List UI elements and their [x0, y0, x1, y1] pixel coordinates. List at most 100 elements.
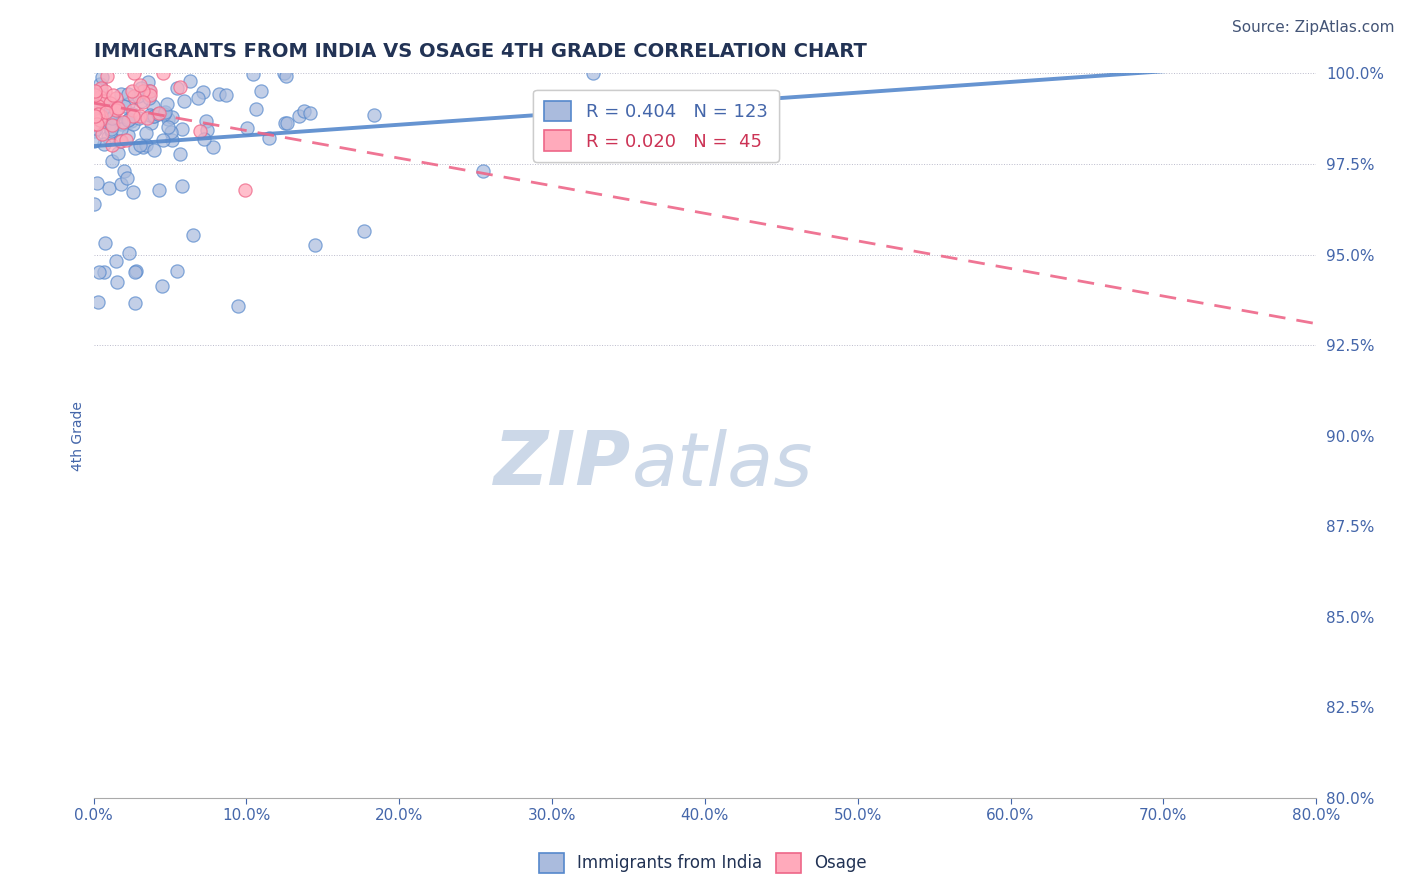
Point	[93, 94, 115, 108]
Point	[117, 128, 139, 142]
Point	[120, 114, 142, 128]
Point	[87, 294, 110, 309]
Point	[139, 87, 162, 102]
Point	[112, 164, 135, 178]
Point	[100, 121, 122, 136]
Point	[121, 84, 143, 98]
Point	[273, 66, 295, 80]
Point	[124, 265, 146, 279]
Point	[86, 105, 108, 120]
Point	[155, 96, 177, 111]
Point	[110, 117, 132, 131]
Point	[242, 67, 264, 81]
Point	[94, 115, 117, 129]
Point	[100, 107, 122, 121]
Point	[84, 114, 107, 128]
Point	[273, 116, 295, 130]
Point	[226, 299, 249, 313]
Point	[148, 105, 170, 120]
Point	[98, 99, 121, 113]
Point	[233, 184, 256, 198]
Point	[139, 108, 162, 122]
Point	[104, 253, 127, 268]
Point	[124, 66, 146, 80]
Point	[135, 126, 157, 140]
Point	[152, 132, 174, 146]
Point	[472, 164, 495, 178]
Point	[110, 134, 132, 148]
Point	[125, 264, 148, 278]
Point	[124, 296, 146, 310]
Point	[582, 66, 605, 80]
Point	[114, 133, 136, 147]
Point	[186, 90, 208, 104]
Point	[83, 87, 105, 101]
Point	[250, 84, 273, 98]
Point	[160, 125, 183, 139]
Point	[110, 177, 132, 191]
Point	[170, 178, 193, 193]
Point	[83, 124, 105, 138]
Point	[118, 245, 141, 260]
Point	[363, 108, 385, 122]
Point	[138, 91, 160, 105]
Point	[353, 224, 375, 238]
Point	[110, 87, 132, 101]
Point	[83, 134, 105, 148]
Point	[118, 112, 141, 126]
Point	[89, 265, 111, 279]
Point	[152, 66, 174, 80]
Point	[91, 70, 114, 85]
Text: Source: ZipAtlas.com: Source: ZipAtlas.com	[1232, 20, 1395, 35]
Point	[135, 137, 157, 152]
Point	[86, 99, 108, 113]
Point	[132, 84, 155, 98]
Point	[96, 69, 118, 83]
Point	[131, 95, 153, 110]
Point	[141, 99, 163, 113]
Point	[143, 109, 166, 123]
Point	[84, 84, 107, 98]
Point	[91, 99, 114, 113]
Point	[288, 108, 311, 122]
Text: ZIP: ZIP	[495, 428, 631, 501]
Point	[100, 154, 122, 169]
Text: IMMIGRANTS FROM INDIA VS OSAGE 4TH GRADE CORRELATION CHART: IMMIGRANTS FROM INDIA VS OSAGE 4TH GRADE…	[94, 42, 866, 61]
Point	[104, 103, 127, 117]
Point	[86, 176, 108, 190]
Point	[83, 99, 105, 113]
Point	[87, 115, 110, 129]
Point	[236, 121, 259, 136]
Point	[101, 111, 124, 125]
Point	[105, 275, 128, 289]
Point	[122, 117, 145, 131]
Point	[100, 111, 122, 125]
Point	[136, 75, 159, 89]
Point	[107, 101, 129, 115]
Point	[91, 127, 114, 141]
Point	[98, 96, 121, 111]
Point	[208, 87, 231, 102]
Point	[197, 123, 219, 137]
Point	[83, 117, 105, 131]
Point	[110, 135, 132, 149]
Point	[245, 102, 267, 116]
Point	[117, 87, 139, 101]
Point	[188, 124, 211, 138]
Point	[304, 237, 326, 252]
Point	[90, 105, 112, 120]
Point	[122, 107, 145, 121]
Point	[121, 109, 143, 123]
Point	[94, 84, 117, 98]
Point	[107, 146, 129, 161]
Point	[191, 86, 214, 100]
Point	[87, 107, 110, 121]
Point	[142, 109, 165, 123]
Point	[84, 109, 107, 123]
Point	[195, 113, 218, 128]
Point	[179, 74, 201, 88]
Point	[193, 132, 215, 146]
Point	[181, 228, 204, 243]
Point	[156, 120, 179, 135]
Point	[89, 112, 111, 127]
